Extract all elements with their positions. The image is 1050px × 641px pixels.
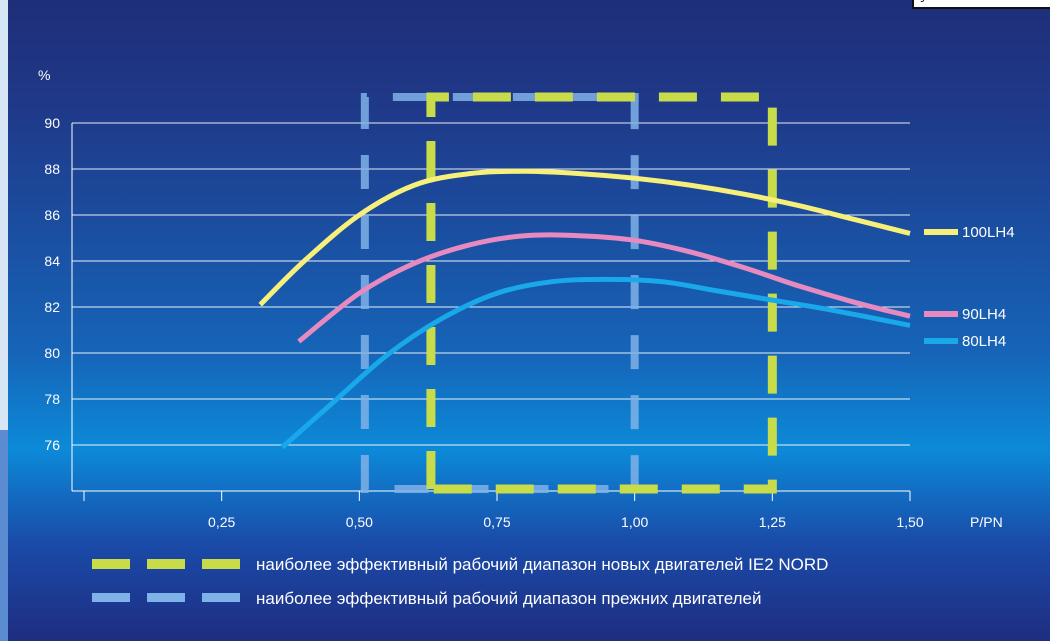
y-axis-label: % — [38, 67, 50, 83]
legend-label: 80LH4 — [962, 333, 1006, 350]
x-tick-label: 1,25 — [759, 514, 786, 530]
range-legend-dash — [202, 559, 240, 569]
y-tick-label: 76 — [44, 437, 60, 453]
y-tick-label: 90 — [44, 115, 60, 131]
legend-swatch — [924, 338, 958, 344]
range-legend-label: наиболее эффективный рабочий диапазон пр… — [256, 589, 762, 608]
series-line-100LH4 — [258, 168, 911, 307]
series-line-80LH4 — [280, 276, 911, 450]
x-tick-label: 0,25 — [208, 514, 235, 530]
range-legend-dash — [92, 593, 130, 602]
axes — [71, 123, 911, 501]
range-box-new — [426, 92, 777, 494]
x-tick-label: 0,50 — [346, 514, 373, 530]
y-tick-label: 80 — [44, 345, 60, 361]
legend-swatch — [924, 229, 958, 235]
series-line-90LH4 — [297, 232, 911, 344]
y-tick-label: 82 — [44, 299, 60, 315]
y-tick-label: 84 — [44, 253, 60, 269]
y-tick-label: 88 — [44, 161, 60, 177]
legend-label: 90LH4 — [962, 306, 1006, 323]
y-tick-label: 86 — [44, 207, 60, 223]
series-lines — [258, 168, 911, 450]
range-boxes — [360, 92, 777, 494]
x-tick-label: 0,75 — [483, 514, 510, 530]
range-legend-dash — [92, 559, 130, 569]
range-legend: наиболее эффективный рабочий диапазон но… — [92, 555, 828, 608]
range-legend-dash — [202, 593, 240, 602]
legend: 100LH4 90LH4 80LH4 — [924, 224, 1015, 350]
x-axis-label: P/PN — [970, 514, 1003, 530]
y-tick-label: 78 — [44, 391, 60, 407]
range-legend-dash — [147, 593, 185, 602]
x-tick-label: 1,00 — [621, 514, 648, 530]
tick-labels: 76 78 80 82 84 86 88 90 0,25 0,50 0,75 1,00 1,25 1,50… — [38, 67, 1003, 530]
left-edge-strip-light — [0, 0, 8, 430]
legend-label: 100LH4 — [962, 224, 1015, 241]
range-legend-label: наиболее эффективный рабочий диапазон но… — [256, 555, 828, 574]
range-legend-dash — [147, 559, 185, 569]
corner-tag-text: У — [920, 0, 928, 5]
legend-swatch — [924, 311, 958, 317]
x-tick-label: 1,50 — [896, 514, 923, 530]
corner-tag: У — [912, 0, 1050, 9]
